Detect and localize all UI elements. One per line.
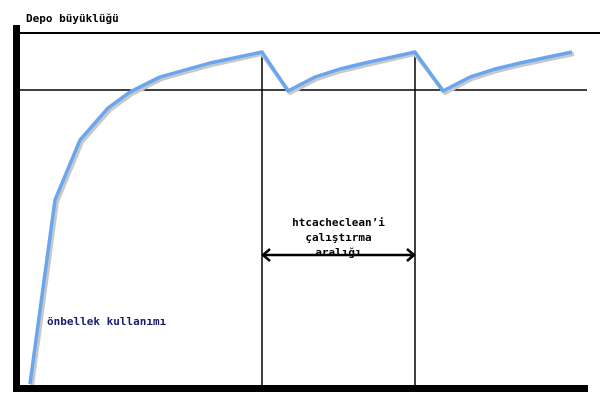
interval-arrow xyxy=(261,248,416,262)
y-axis xyxy=(13,25,20,392)
cache-usage-label: önbellek kullanımı xyxy=(47,315,167,328)
interval-label: htcacheclean’i çalıştırma aralığı xyxy=(262,215,415,260)
interval-label-line: htcacheclean’i xyxy=(292,216,385,229)
x-axis xyxy=(13,385,588,392)
cache-usage-curve xyxy=(28,50,573,385)
interval-label-line: aralığı xyxy=(315,246,362,259)
interval-label-line: çalıştırma xyxy=(305,231,372,244)
y-axis-label: Depo büyüklüğü xyxy=(26,12,119,25)
cache-usage-curve-shadow xyxy=(30,52,575,387)
